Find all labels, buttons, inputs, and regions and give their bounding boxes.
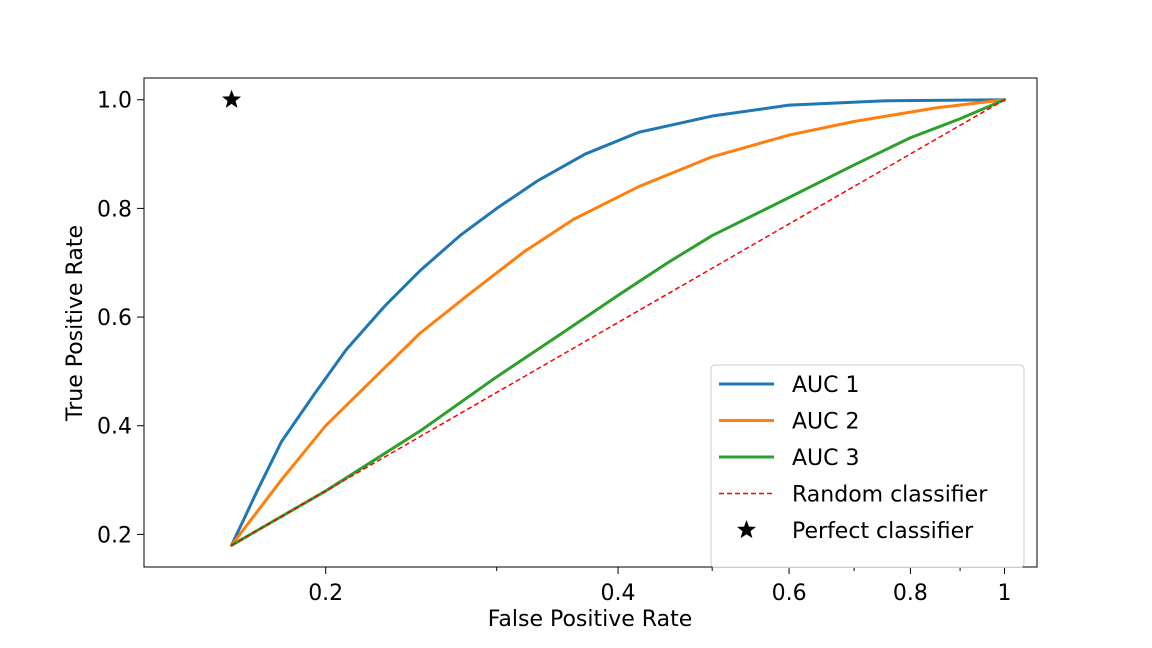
x-tick-label: 0.8 <box>893 581 928 606</box>
y-tick-label: 0.4 <box>97 415 132 440</box>
x-tick-label: 0.2 <box>308 581 343 606</box>
legend-label: Perfect classifier <box>792 519 974 544</box>
y-tick-label: 0.2 <box>97 523 132 548</box>
y-tick-label: 0.8 <box>97 197 132 222</box>
legend-label: Random classifier <box>792 483 988 508</box>
y-axis: 0.2 0.4 0.6 0.8 1.0 <box>97 89 144 548</box>
legend-label: AUC 1 <box>792 373 860 398</box>
series-perfect-classifier-marker <box>222 89 242 108</box>
series-auc-1-line <box>230 98 1007 547</box>
legend-box <box>710 364 1025 568</box>
x-tick-label: 1 <box>998 581 1012 606</box>
series-auc-3-line <box>230 98 1007 547</box>
x-axis-title: False Positive Rate <box>488 607 692 632</box>
legend-marker <box>736 520 757 539</box>
x-axis: 0.2 0.4 0.6 0.8 1 <box>308 567 1012 606</box>
legend-label: AUC 2 <box>792 410 860 435</box>
y-axis-title: True Positive Rate <box>63 225 88 422</box>
y-tick-label: 1.0 <box>97 89 132 114</box>
legend-label: AUC 3 <box>792 446 860 471</box>
y-tick-label: 0.6 <box>97 306 132 331</box>
plot-frame <box>143 77 1038 568</box>
series-random-classifier-line <box>231 99 1005 546</box>
series-layer <box>222 89 1007 547</box>
legend: AUC 1 AUC 2 AUC 3 Random classifier Perfect … <box>710 364 1025 568</box>
x-tick-label: 0.6 <box>772 581 807 606</box>
series-auc-2-line <box>230 98 1007 547</box>
x-tick-label: 0.4 <box>601 581 636 606</box>
